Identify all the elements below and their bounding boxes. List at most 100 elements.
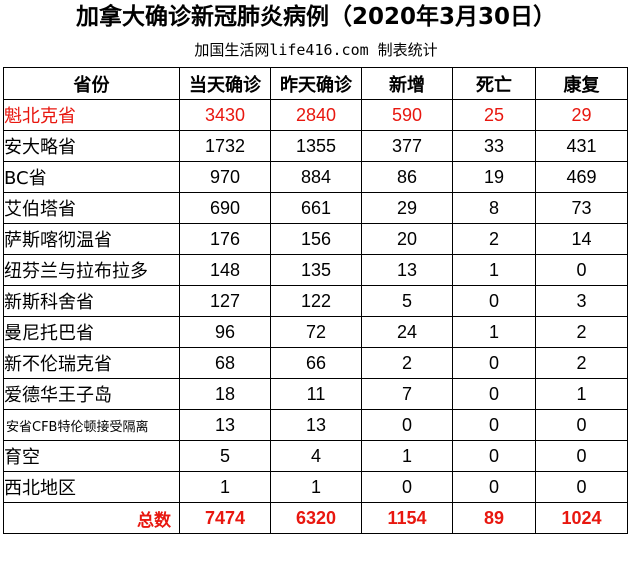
cell-yesterday: 122 xyxy=(270,285,362,317)
cell-province: 新斯科舍省 xyxy=(3,285,180,317)
table-row: 曼尼托巴省 96 72 24 1 2 xyxy=(3,316,628,348)
cell-province: 安省CFB特伦顿接受隔离 xyxy=(3,409,180,441)
cell-yesterday: 156 xyxy=(270,223,362,255)
cell-new: 29 xyxy=(361,192,453,224)
table-row: 安省CFB特伦顿接受隔离 13 13 0 0 0 xyxy=(3,409,628,441)
cell-deaths: 33 xyxy=(452,130,536,162)
cell-today: 3430 xyxy=(179,99,271,131)
cell-province: 西北地区 xyxy=(3,471,180,503)
cell-today: 13 xyxy=(179,409,271,441)
cell-new: 5 xyxy=(361,285,453,317)
cell-deaths: 0 xyxy=(452,285,536,317)
cell-recovered: 73 xyxy=(535,192,628,224)
cell-deaths: 0 xyxy=(452,378,536,410)
cell-deaths: 19 xyxy=(452,161,536,193)
cell-yesterday: 66 xyxy=(270,347,362,379)
cell-province: 爱德华王子岛 xyxy=(3,378,180,410)
cell-deaths: 0 xyxy=(452,409,536,441)
cell-new: 2 xyxy=(361,347,453,379)
cell-province: 萨斯喀彻温省 xyxy=(3,223,180,255)
table-row: 安大略省 1732 1355 377 33 431 xyxy=(3,130,628,162)
cell-today: 176 xyxy=(179,223,271,255)
cell-yesterday: 11 xyxy=(270,378,362,410)
total-today: 7474 xyxy=(179,502,271,534)
cell-today: 96 xyxy=(179,316,271,348)
table-row: BC省 970 884 86 19 469 xyxy=(3,161,628,193)
cell-new: 1 xyxy=(361,440,453,472)
total-deaths: 89 xyxy=(452,502,536,534)
cell-province: 育空 xyxy=(3,440,180,472)
total-yesterday: 6320 xyxy=(270,502,362,534)
cell-province: BC省 xyxy=(3,161,180,193)
table-row: 艾伯塔省 690 661 29 8 73 xyxy=(3,192,628,224)
header-deaths: 死亡 xyxy=(452,67,536,100)
table-row: 新斯科舍省 127 122 5 0 3 xyxy=(3,285,628,317)
table-row: 西北地区 1 1 0 0 0 xyxy=(3,471,628,503)
table-row: 纽芬兰与拉布拉多 148 135 13 1 0 xyxy=(3,254,628,286)
case-table: 省份 当天确诊 昨天确诊 新增 死亡 康复 魁北克省 3430 2840 590… xyxy=(3,67,628,534)
cell-new: 7 xyxy=(361,378,453,410)
cell-recovered: 469 xyxy=(535,161,628,193)
cell-today: 18 xyxy=(179,378,271,410)
cell-new: 20 xyxy=(361,223,453,255)
cell-yesterday: 13 xyxy=(270,409,362,441)
cell-recovered: 29 xyxy=(535,99,628,131)
cell-deaths: 0 xyxy=(452,347,536,379)
cell-province: 曼尼托巴省 xyxy=(3,316,180,348)
cell-recovered: 14 xyxy=(535,223,628,255)
cell-province: 新不伦瑞克省 xyxy=(3,347,180,379)
cell-yesterday: 661 xyxy=(270,192,362,224)
cell-recovered: 0 xyxy=(535,409,628,441)
cell-recovered: 2 xyxy=(535,347,628,379)
page-title: 加拿大确诊新冠肺炎病例（2020年3月30日） xyxy=(75,4,557,30)
cell-today: 1 xyxy=(179,471,271,503)
cell-recovered: 3 xyxy=(535,285,628,317)
cell-province: 安大略省 xyxy=(3,130,180,162)
cell-yesterday: 2840 xyxy=(270,99,362,131)
header-recovered: 康复 xyxy=(535,67,628,100)
header-province: 省份 xyxy=(3,67,180,100)
page-subtitle: 加国生活网life416.com 制表统计 xyxy=(194,41,438,59)
total-label: 总数 xyxy=(3,502,180,534)
cell-today: 1732 xyxy=(179,130,271,162)
cell-new: 86 xyxy=(361,161,453,193)
total-recovered: 1024 xyxy=(535,502,628,534)
cell-province: 纽芬兰与拉布拉多 xyxy=(3,254,180,286)
cell-province: 魁北克省 xyxy=(3,99,180,131)
table-row: 萨斯喀彻温省 176 156 20 2 14 xyxy=(3,223,628,255)
cell-recovered: 2 xyxy=(535,316,628,348)
cell-new: 590 xyxy=(361,99,453,131)
total-new: 1154 xyxy=(361,502,453,534)
total-row: 总数 7474 6320 1154 89 1024 xyxy=(3,502,628,534)
cell-recovered: 0 xyxy=(535,254,628,286)
cell-new: 24 xyxy=(361,316,453,348)
table-header-row: 省份 当天确诊 昨天确诊 新增 死亡 康复 xyxy=(3,67,628,100)
cell-deaths: 1 xyxy=(452,254,536,286)
cell-deaths: 25 xyxy=(452,99,536,131)
table-row: 育空 5 4 1 0 0 xyxy=(3,440,628,472)
cell-recovered: 0 xyxy=(535,471,628,503)
cell-new: 0 xyxy=(361,471,453,503)
cell-province: 艾伯塔省 xyxy=(3,192,180,224)
cell-deaths: 0 xyxy=(452,440,536,472)
cell-yesterday: 1355 xyxy=(270,130,362,162)
cell-today: 5 xyxy=(179,440,271,472)
cell-new: 13 xyxy=(361,254,453,286)
header-today-confirmed: 当天确诊 xyxy=(179,67,271,100)
cell-recovered: 0 xyxy=(535,440,628,472)
header-yesterday-confirmed: 昨天确诊 xyxy=(270,67,362,100)
cell-recovered: 431 xyxy=(535,130,628,162)
cell-today: 148 xyxy=(179,254,271,286)
cell-yesterday: 1 xyxy=(270,471,362,503)
cell-deaths: 1 xyxy=(452,316,536,348)
cell-new: 0 xyxy=(361,409,453,441)
table-row: 魁北克省 3430 2840 590 25 29 xyxy=(3,99,628,131)
header-new: 新增 xyxy=(361,67,453,100)
cell-deaths: 0 xyxy=(452,471,536,503)
cell-today: 68 xyxy=(179,347,271,379)
cell-yesterday: 884 xyxy=(270,161,362,193)
cell-yesterday: 4 xyxy=(270,440,362,472)
cell-deaths: 8 xyxy=(452,192,536,224)
cell-yesterday: 72 xyxy=(270,316,362,348)
cell-recovered: 1 xyxy=(535,378,628,410)
